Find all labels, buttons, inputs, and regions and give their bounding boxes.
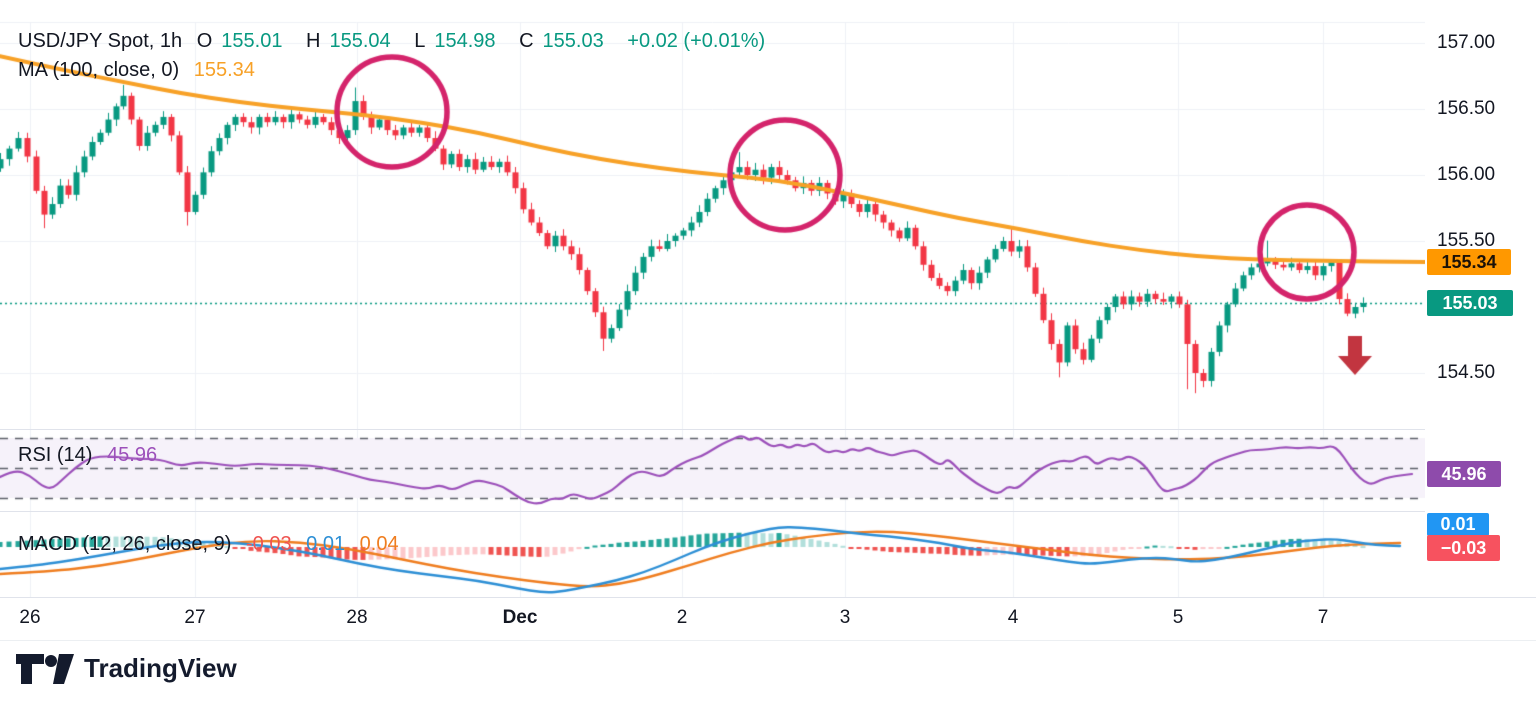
tradingview-logo-icon: [16, 653, 74, 684]
time-axis-label: 3: [839, 607, 851, 628]
symbol-header: USD/JPY Spot, 1h O 155.01 H 155.04 L 154.98…: [18, 30, 774, 53]
macd-header: MACD (12, 26, close, 9) -0.03 0.01 0.04: [18, 533, 408, 556]
rsi-header: RSI (14) 45.96: [18, 444, 166, 467]
ma-label[interactable]: MA (100, close, 0): [18, 59, 180, 81]
ma-price-badge: 155.34: [1427, 249, 1511, 275]
price-axis-label: 157.00: [1437, 32, 1496, 53]
macd-hist-badge: −0.03: [1427, 535, 1500, 561]
price-axis-label: 156.00: [1437, 164, 1496, 185]
tradingview-logo[interactable]: TradingView: [16, 653, 237, 684]
time-axis[interactable]: [0, 597, 1536, 641]
price-axis-label: 156.50: [1437, 98, 1496, 119]
last-price-badge: 155.03: [1427, 290, 1513, 316]
symbol-title[interactable]: USD/JPY Spot, 1h: [18, 30, 183, 52]
time-axis-label: 4: [1007, 607, 1019, 628]
ohlc-open: O 155.01: [196, 30, 283, 52]
macd-hist-value: -0.03: [245, 533, 292, 555]
time-axis-label: 26: [19, 607, 41, 628]
time-axis-label: 7: [1317, 607, 1329, 628]
time-axis-label: 27: [184, 607, 206, 628]
price-axis-label: 154.50: [1437, 362, 1496, 383]
ohlc-low: L 154.98: [414, 30, 496, 52]
price-axis-label: 155.50: [1437, 230, 1496, 251]
rsi-label[interactable]: RSI (14): [18, 444, 93, 466]
ohlc-close: C 155.03: [519, 30, 604, 52]
rsi-macd-separator[interactable]: [0, 511, 1536, 512]
macd-line-value: 0.01: [306, 533, 346, 555]
time-axis-label: 28: [346, 607, 368, 628]
time-axis-label: 5: [1172, 607, 1184, 628]
price-rsi-separator[interactable]: [0, 429, 1536, 430]
chart-canvas[interactable]: [0, 0, 1425, 597]
change-value: +0.02 (+0.01%): [627, 30, 766, 52]
time-axis-label: 2: [676, 607, 688, 628]
tradingview-logo-text: TradingView: [84, 653, 237, 683]
macd-label[interactable]: MACD (12, 26, close, 9): [18, 533, 232, 555]
macd-line-badge: 0.01: [1427, 513, 1489, 536]
ma-header: MA (100, close, 0) 155.34: [18, 59, 264, 82]
rsi-badge: 45.96: [1427, 461, 1501, 487]
macd-signal-value: 0.04: [359, 533, 399, 555]
rsi-value: 45.96: [107, 444, 158, 466]
ohlc-high: H 155.04: [306, 30, 391, 52]
time-axis-label: Dec: [502, 607, 538, 628]
ma-value: 155.34: [193, 59, 255, 81]
